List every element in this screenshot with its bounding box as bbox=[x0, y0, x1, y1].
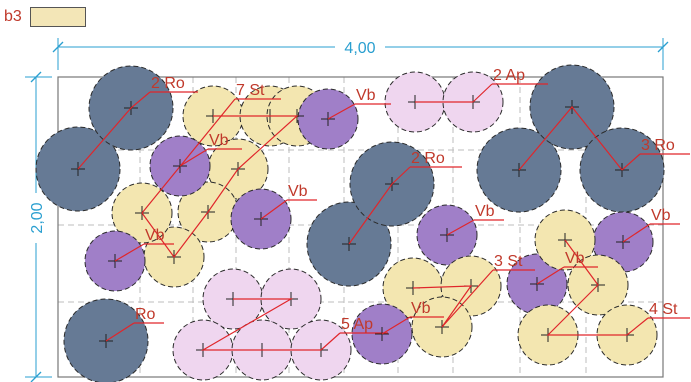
group-connector-line bbox=[77, 107, 132, 170]
group-connector-line bbox=[546, 239, 627, 336]
group-label: 4 St bbox=[649, 301, 678, 318]
group-labels: 2 Ro 7 St Vb 2 Ap 3 Ro Vb 2 Ro Vb Vb Vb Vb 3 St Vb 4 … bbox=[135, 67, 678, 333]
dimension-lines: 4,00 2,00 bbox=[25, 38, 669, 382]
leader-line bbox=[472, 83, 493, 103]
group-label: 5 Ap bbox=[341, 316, 373, 333]
group-label: Vb bbox=[651, 207, 671, 224]
group-label: Vb bbox=[565, 250, 585, 267]
leader-line bbox=[179, 148, 209, 167]
group-connector-line bbox=[518, 106, 623, 171]
group-label: Ro bbox=[135, 306, 156, 323]
group-label: 2 Ro bbox=[411, 150, 445, 167]
group-label: Vb bbox=[411, 300, 431, 317]
leader-line bbox=[536, 266, 565, 285]
group-label: Vb bbox=[288, 183, 308, 200]
group-label: 3 Ro bbox=[641, 137, 675, 154]
group-label: 3 St bbox=[494, 253, 523, 270]
leader-line bbox=[327, 103, 356, 120]
leader-line bbox=[391, 166, 411, 185]
leader-line bbox=[130, 91, 151, 109]
group-connector-line bbox=[200, 298, 321, 351]
bed-outline bbox=[57, 76, 664, 378]
leader-lines bbox=[71, 83, 690, 357]
leader-line bbox=[626, 317, 649, 336]
group-connector-line bbox=[348, 183, 393, 245]
group-label: Vb bbox=[475, 203, 495, 220]
leader-line bbox=[114, 243, 145, 262]
leader-line bbox=[622, 223, 651, 243]
width-dimension-label: 4,00 bbox=[344, 40, 375, 57]
group-label: Vb bbox=[356, 87, 376, 104]
leader-line bbox=[141, 98, 236, 214]
leader-line bbox=[446, 219, 475, 236]
group-connector-line bbox=[141, 115, 299, 259]
leader-line bbox=[105, 322, 135, 342]
leader-line bbox=[441, 269, 494, 328]
group-label: 2 Ro bbox=[151, 75, 185, 92]
height-dimension-label: 2,00 bbox=[29, 202, 46, 233]
leader-line bbox=[320, 332, 341, 351]
group-label: Vb bbox=[209, 132, 229, 149]
leader-line bbox=[381, 316, 411, 335]
leader-line bbox=[260, 199, 288, 220]
legend-label: b3 bbox=[4, 8, 22, 25]
group-label: 2 Ap bbox=[493, 67, 525, 84]
group-label: 7 St bbox=[236, 82, 265, 99]
legend: b3 bbox=[4, 4, 86, 30]
width-tick-left bbox=[52, 41, 64, 53]
legend-swatch bbox=[29, 7, 86, 27]
width-tick-right bbox=[657, 41, 669, 53]
height-tick-top bbox=[30, 71, 42, 83]
group-label: Vb bbox=[145, 227, 165, 244]
group-connector-line bbox=[412, 285, 473, 328]
leader-line bbox=[621, 153, 641, 171]
height-tick-bottom bbox=[30, 371, 42, 382]
